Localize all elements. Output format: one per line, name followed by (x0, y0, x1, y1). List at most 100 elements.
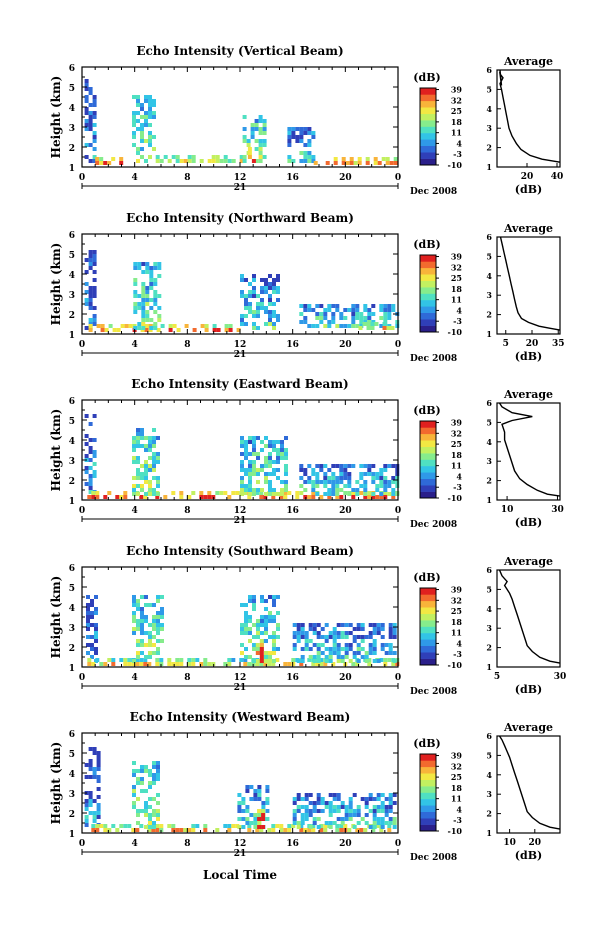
echo-pixel (175, 155, 180, 159)
echo-pixel (144, 631, 148, 635)
colorbar-tick-label: 25 (451, 606, 462, 616)
echo-pixel (88, 115, 93, 119)
echo-region (292, 793, 397, 829)
echo-pixel (287, 155, 292, 159)
echo-pixel (383, 484, 388, 488)
echo-pixel (88, 759, 93, 763)
colorbar-segment (420, 274, 436, 281)
echo-pixel (171, 828, 176, 832)
echo-pixel (268, 440, 272, 444)
echo-pixel (260, 286, 264, 290)
echo-pixel (319, 468, 324, 472)
echo-pixel (367, 662, 372, 666)
colorbar-segment (420, 158, 436, 166)
echo-pixel (144, 328, 149, 332)
echo-pixel (136, 440, 140, 444)
echo-pixel (141, 298, 146, 302)
x-tick-label: 0 (395, 173, 401, 183)
x-tick-label: 4 (132, 340, 138, 350)
echo-pixel (160, 627, 164, 631)
echo-pixel (352, 813, 357, 817)
echo-pixel (308, 793, 313, 797)
echo-pixel (136, 623, 140, 627)
echo-pixel (141, 310, 146, 314)
y-tick-label: 4 (69, 271, 75, 281)
echo-pixel (256, 659, 260, 663)
echo-region (242, 115, 267, 163)
echo-pixel (179, 828, 184, 832)
echo-pixel (132, 603, 136, 607)
colorbar-segment (420, 792, 436, 800)
echo-pixel (191, 824, 196, 828)
echo-pixel (148, 95, 152, 99)
x-tick-label: 12 (234, 506, 247, 516)
colorbar-tick-label: 32 (451, 95, 462, 105)
colorbar-tick-label: 39 (451, 585, 463, 595)
echo-pixel (264, 310, 268, 314)
echo-pixel (92, 462, 97, 466)
echo-pixel (245, 809, 250, 813)
echo-pixel (276, 611, 280, 615)
echo-pixel (324, 639, 329, 643)
echo-pixel (160, 324, 165, 328)
echo-pixel (276, 278, 280, 282)
echo-pixel (152, 147, 156, 151)
echo-pixel (264, 631, 268, 635)
echo-pixel (252, 274, 256, 278)
echo-pixel (140, 428, 144, 432)
echo-pixel (252, 444, 256, 448)
echo-pixel (300, 627, 305, 631)
echo-pixel (140, 619, 144, 623)
echo-pixel (311, 472, 316, 476)
echo-pixel (312, 627, 317, 631)
echo-pixel (271, 824, 276, 828)
echo-pixel (275, 824, 280, 828)
echo-pixel (132, 492, 136, 496)
echo-pixel (140, 639, 144, 643)
echo-pixel (299, 135, 304, 139)
echo-pixel (265, 801, 270, 805)
echo-pixel (268, 615, 272, 619)
echo-pixel (248, 480, 252, 484)
echo-pixel (92, 314, 97, 318)
echo-pixel (256, 627, 260, 631)
echo-pixel (136, 99, 140, 103)
echo-pixel (268, 492, 272, 496)
echo-pixel (339, 488, 344, 492)
echo-pixel (263, 495, 268, 499)
echo-pixel (327, 308, 332, 312)
profile-x-tick-label: 10 (503, 838, 516, 848)
colorbar-tick-label: -10 (448, 160, 463, 170)
profile-line (498, 402, 561, 497)
profile-y-tick-label: 3 (486, 456, 492, 466)
echo-pixel (136, 797, 140, 801)
echo-pixel (363, 308, 368, 312)
echo-pixel (156, 817, 160, 821)
echo-pixel (376, 821, 381, 825)
echo-pixel (132, 131, 136, 135)
echo-pixel (352, 655, 357, 659)
profile-y-tick-label: 4 (486, 770, 492, 780)
echo-pixel (312, 655, 317, 659)
echo-pixel (141, 306, 146, 310)
echo-pixel (227, 495, 232, 499)
echo-pixel (287, 135, 292, 139)
echo-pixel (395, 472, 400, 476)
echo-pixel (111, 157, 116, 161)
colorbar-unit: (dB) (413, 71, 440, 84)
echo-pixel (379, 658, 384, 662)
echo-pixel (252, 310, 256, 314)
colorbar-segment (420, 760, 436, 768)
echo-pixel (332, 643, 337, 647)
echo-pixel (264, 639, 268, 643)
echo-pixel (140, 488, 144, 492)
echo-pixel (235, 824, 240, 828)
colorbar-tick-label: -10 (448, 660, 463, 670)
echo-pixel (249, 821, 254, 825)
echo-pixel (92, 799, 97, 803)
echo-pixel (332, 821, 337, 825)
echo-pixel (253, 817, 258, 821)
echo-pixel (352, 793, 357, 797)
x-tick-label: 0 (79, 173, 85, 183)
echo-pixel (372, 623, 377, 627)
